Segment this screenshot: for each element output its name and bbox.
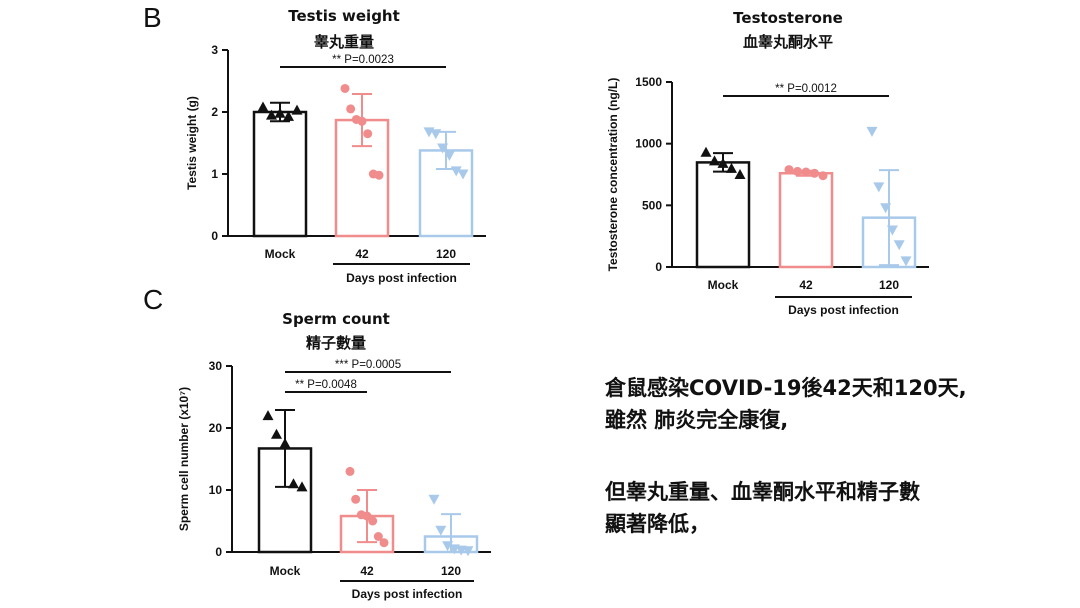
- data-point: [784, 165, 794, 175]
- caption-line-1: 倉鼠感染COVID-19後42天和120天,: [605, 376, 967, 400]
- y-axis-label: Testis weight (g): [185, 96, 199, 190]
- category-label: 42: [355, 247, 369, 261]
- chart-subtitle: 血睾丸酮水平: [743, 33, 833, 51]
- category-label: 42: [360, 564, 374, 578]
- data-point: [793, 166, 802, 176]
- chart-title: Testis weight: [288, 7, 400, 25]
- data-point: [374, 170, 384, 180]
- chart-layer: Testis weight 睾丸重量 0 1 2 3 Testis weight (g) Mo…: [177, 7, 929, 601]
- group-label: Days post infection: [352, 587, 463, 601]
- data-point: [363, 129, 373, 139]
- data-point: [443, 150, 455, 161]
- chart-subtitle: 睾丸重量: [314, 33, 374, 51]
- caption-line-2: 雖然 肺炎完全康復,: [605, 408, 789, 432]
- chart-title: Sperm count: [282, 310, 390, 328]
- data-point: [900, 256, 912, 267]
- data-point: [457, 169, 469, 180]
- y-tick-label: 1000: [635, 137, 662, 151]
- data-point: [450, 166, 462, 177]
- data-point: [818, 171, 828, 181]
- significance-label: ** P=0.0023: [332, 54, 394, 66]
- panel-letter-c: C: [143, 284, 163, 315]
- category-label: Mock: [265, 247, 296, 261]
- data-point: [886, 225, 898, 236]
- data-point: [283, 110, 294, 121]
- data-point: [700, 146, 712, 157]
- data-point: [340, 83, 350, 93]
- data-point: [279, 438, 291, 448]
- chart-testosterone: Testosterone 血睾丸酮水平 0 500 1000 1500 Testostero…: [606, 9, 929, 317]
- data-point: [462, 546, 474, 557]
- data-point: [866, 126, 878, 137]
- data-point: [351, 494, 361, 504]
- data-point: [379, 538, 389, 548]
- chart-title: Testosterone: [733, 9, 843, 27]
- data-point: [428, 494, 440, 505]
- data-point: [734, 169, 746, 179]
- data-point: [357, 116, 367, 126]
- data-point: [368, 516, 378, 526]
- category-label: Mock: [270, 564, 301, 578]
- data-point: [266, 109, 277, 120]
- category-label: 120: [879, 278, 899, 292]
- y-tick-label: 0: [655, 260, 662, 274]
- y-tick-label: 3: [211, 43, 218, 57]
- y-tick-label: 0: [215, 545, 222, 559]
- data-point: [271, 428, 282, 439]
- chart-testis: Testis weight 睾丸重量 0 1 2 3 Testis weight (g) Mo…: [185, 7, 486, 285]
- y-tick-label: 2: [211, 105, 218, 119]
- y-tick-label: 10: [209, 483, 223, 497]
- category-label: 120: [436, 247, 456, 261]
- data-point: [291, 104, 303, 115]
- caption-line-4: 顯著降低，: [605, 512, 710, 536]
- data-point: [437, 143, 449, 154]
- y-axis-label: Testosterone concentration (ng/L): [606, 78, 620, 272]
- data-point: [893, 240, 905, 251]
- bar-42: [778, 172, 834, 269]
- significance-label: ** P=0.0048: [295, 379, 357, 391]
- panel-letter-b: B: [143, 2, 162, 33]
- bar-Mock: [252, 110, 308, 238]
- y-tick-label: 500: [642, 198, 662, 212]
- data-point: [435, 525, 447, 536]
- data-point: [345, 466, 355, 476]
- y-tick-label: 30: [209, 359, 223, 373]
- y-tick-label: 0: [211, 229, 218, 243]
- data-point: [709, 155, 720, 166]
- significance-label: ** P=0.0012: [775, 83, 837, 95]
- data-point: [873, 182, 885, 193]
- data-point: [430, 129, 442, 140]
- data-point: [726, 162, 737, 173]
- data-point: [257, 101, 269, 112]
- data-point: [373, 532, 383, 541]
- data-point: [801, 167, 811, 177]
- y-tick-label: 1: [211, 167, 218, 181]
- data-point: [296, 481, 308, 492]
- y-axis-label: Sperm cell number (x10⁷): [177, 387, 191, 531]
- data-point: [288, 478, 299, 489]
- data-point: [262, 410, 274, 421]
- caption-line-3: 但睾丸重量、血睾酮水平和精子數: [605, 480, 920, 504]
- chart-subtitle: 精子數量: [306, 334, 366, 352]
- data-point: [346, 104, 356, 114]
- category-label: 42: [799, 278, 813, 292]
- group-label: Days post infection: [788, 303, 899, 317]
- category-label: Mock: [708, 278, 739, 292]
- data-point: [274, 107, 286, 118]
- data-point: [442, 541, 454, 552]
- data-point: [810, 168, 819, 178]
- y-tick-label: 1500: [635, 75, 662, 89]
- category-label: 120: [441, 564, 461, 578]
- chart-sperm: Sperm count 精子數量 0 10 20 30 Sperm cell number …: [177, 310, 491, 601]
- data-point: [717, 157, 729, 168]
- data-point: [880, 203, 892, 214]
- group-label: Days post infection: [346, 271, 457, 285]
- significance-label: *** P=0.0005: [335, 359, 401, 371]
- y-tick-label: 20: [209, 421, 223, 435]
